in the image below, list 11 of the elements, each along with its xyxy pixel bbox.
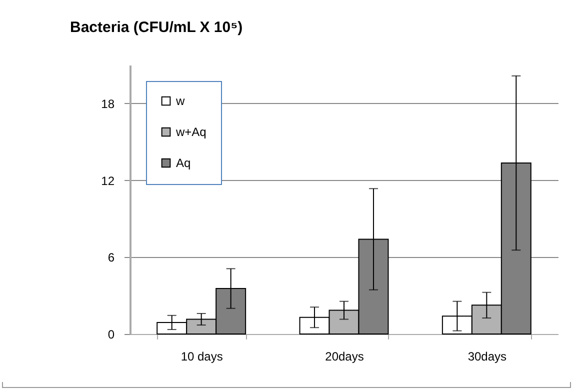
chart-title: Bacteria (CFU/mL X 10⁵) — [70, 19, 243, 36]
y-tick-label: 18 — [101, 96, 115, 111]
x-tick-label: 20days — [325, 350, 364, 364]
y-tick-label: 0 — [108, 328, 115, 342]
x-tick-label: 10 days — [180, 350, 223, 364]
y-tick-label: 12 — [101, 174, 115, 188]
y-tick-label: 6 — [108, 250, 115, 265]
x-tick-label: 30days — [468, 350, 507, 364]
legend-label: Aq — [176, 156, 191, 170]
legend-label: w+Aq — [175, 125, 206, 139]
legend-label: w — [175, 94, 185, 108]
